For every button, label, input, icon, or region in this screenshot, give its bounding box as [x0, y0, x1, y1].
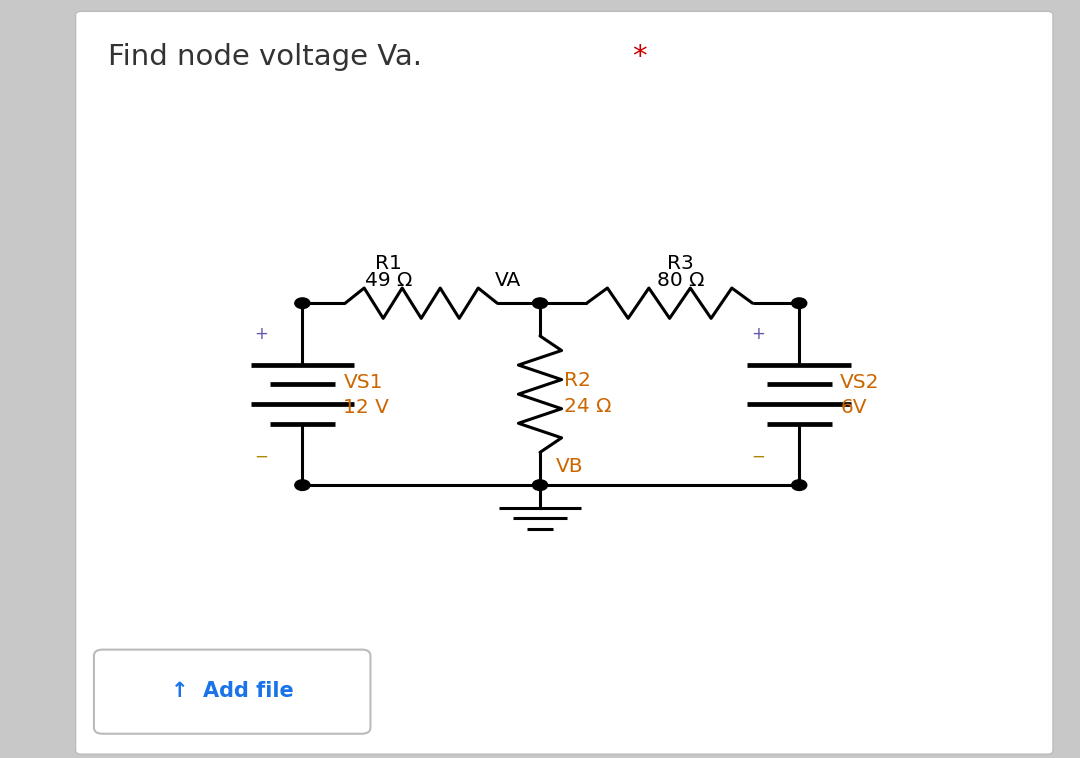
Text: +: +: [752, 324, 765, 343]
Circle shape: [295, 480, 310, 490]
Circle shape: [792, 480, 807, 490]
Circle shape: [532, 298, 548, 309]
FancyBboxPatch shape: [94, 650, 370, 734]
Text: R3: R3: [667, 254, 693, 274]
Text: ↑  Add file: ↑ Add file: [171, 681, 294, 701]
Circle shape: [295, 298, 310, 309]
FancyBboxPatch shape: [76, 11, 1053, 754]
Text: R2: R2: [564, 371, 591, 390]
Text: 24 Ω: 24 Ω: [564, 396, 611, 416]
Text: 80 Ω: 80 Ω: [657, 271, 704, 290]
Text: 49 Ω: 49 Ω: [365, 271, 413, 290]
Text: 6V: 6V: [840, 398, 867, 418]
Text: +: +: [255, 324, 268, 343]
Text: *: *: [632, 43, 647, 70]
Text: VA: VA: [495, 271, 521, 290]
Circle shape: [792, 298, 807, 309]
Text: VS2: VS2: [840, 373, 880, 393]
Text: 12 V: 12 V: [343, 398, 389, 418]
Text: Find node voltage Va.: Find node voltage Va.: [108, 43, 422, 70]
Text: R1: R1: [376, 254, 402, 274]
Text: VB: VB: [556, 456, 583, 476]
Text: −: −: [752, 447, 765, 465]
Text: VS1: VS1: [343, 373, 383, 393]
Circle shape: [532, 480, 548, 490]
Text: −: −: [255, 447, 268, 465]
